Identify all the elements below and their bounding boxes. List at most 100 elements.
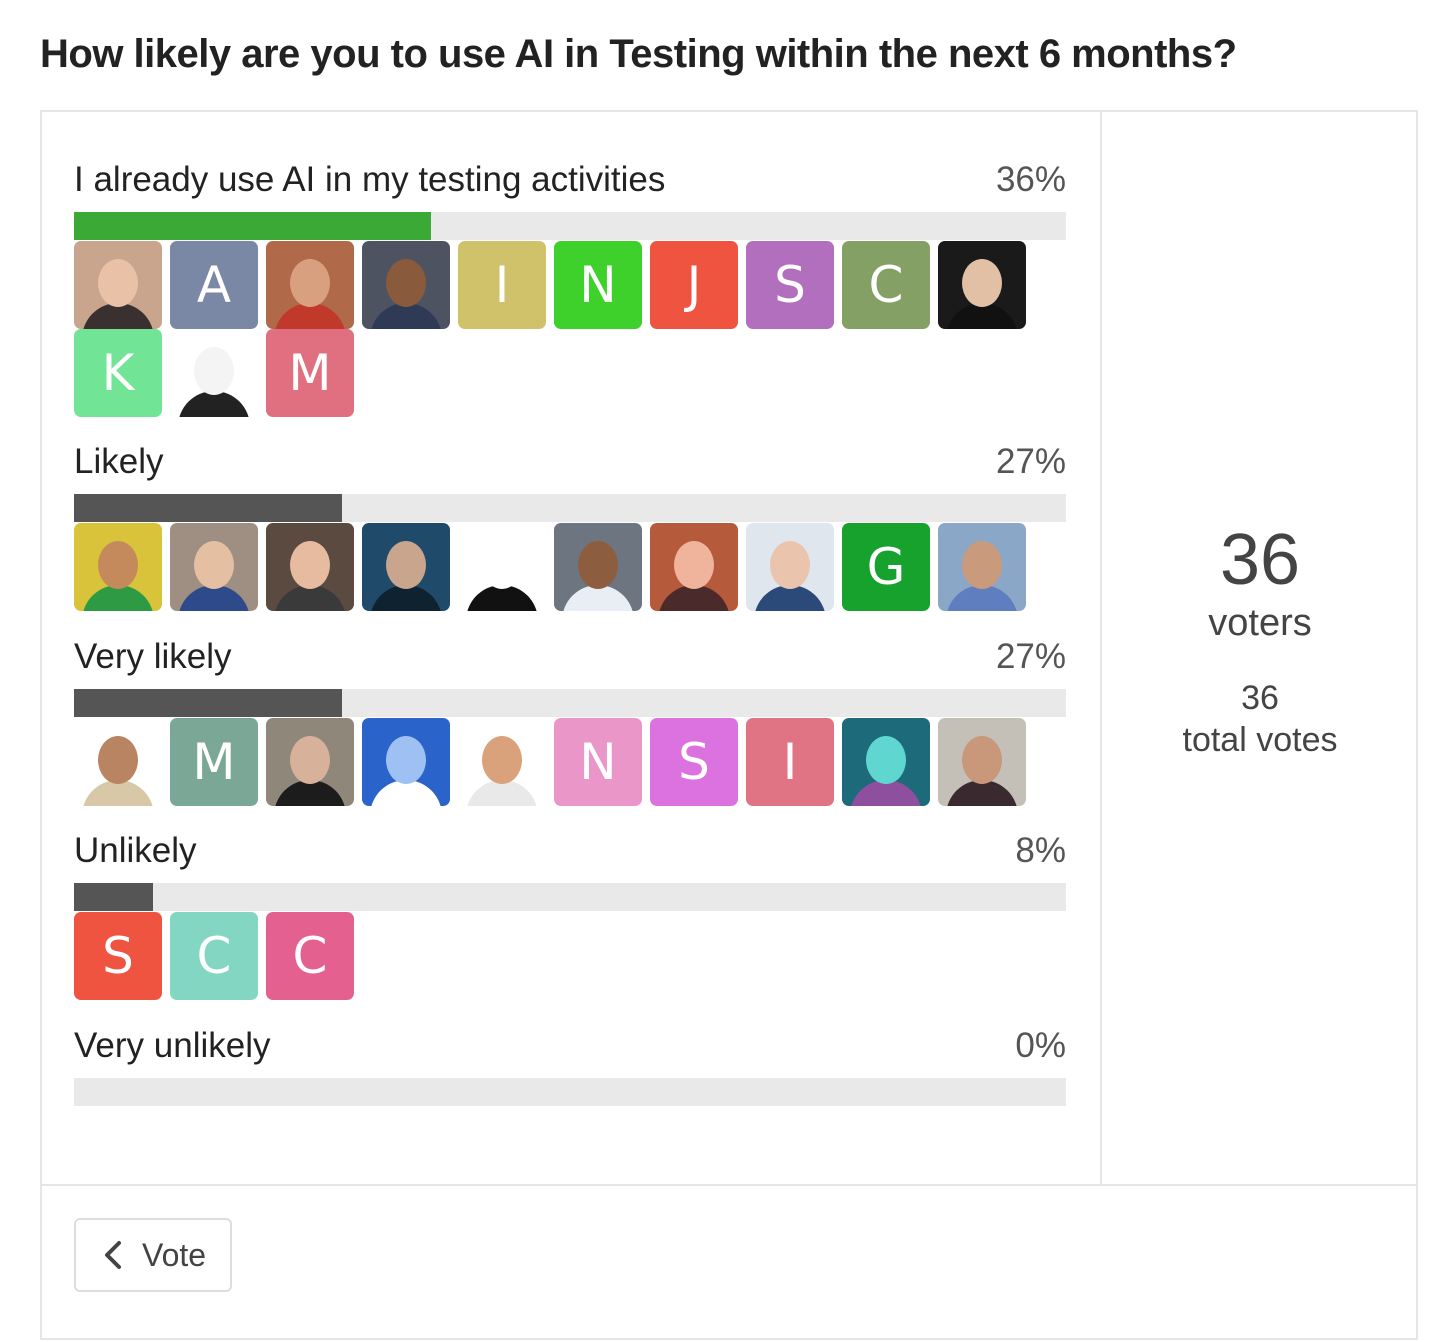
voter-avatar-photo[interactable] [266, 523, 354, 611]
result-bar-fill [74, 689, 342, 717]
poll-option: I already use AI in my testing activitie… [74, 160, 1066, 417]
voter-avatar-photo[interactable] [458, 718, 546, 806]
voter-avatar-initial[interactable]: S [74, 912, 162, 1000]
avatar-face-shape [194, 347, 234, 395]
voter-avatar-initial[interactable]: I [746, 718, 834, 806]
result-bar [74, 212, 1066, 240]
voter-avatar-photo[interactable] [938, 241, 1026, 329]
voter-avatar-photo[interactable] [170, 523, 258, 611]
poll-option: Unlikely 8% S C C [74, 831, 1066, 1000]
avatar-initial: S [774, 256, 806, 314]
option-label: Unlikely [74, 831, 197, 870]
avatar-face-shape [98, 541, 138, 589]
vote-button-label: Vote [142, 1236, 207, 1273]
avatar-face-shape [962, 541, 1002, 589]
voter-avatar-photo[interactable] [362, 241, 450, 329]
voter-avatar-initial[interactable]: C [842, 241, 930, 329]
voter-avatar-photo[interactable] [842, 718, 930, 806]
avatar-face-shape [482, 736, 522, 784]
voter-avatar-initial[interactable]: G [842, 523, 930, 611]
voter-avatar-photo[interactable] [458, 523, 546, 611]
avatar-initial: C [196, 927, 232, 985]
voter-avatar-photo[interactable] [74, 241, 162, 329]
voter-avatar-initial[interactable]: M [266, 329, 354, 417]
voter-avatar-photo[interactable] [746, 523, 834, 611]
avatar-face-shape [866, 736, 906, 784]
avatar-initial: N [579, 256, 617, 314]
voter-avatar-initial[interactable]: M [170, 718, 258, 806]
result-bar-fill [74, 883, 154, 911]
voter-avatar-initial[interactable]: C [266, 912, 354, 1000]
avatar-initial: I [782, 733, 798, 791]
voter-avatar-photo[interactable] [266, 718, 354, 806]
avatar-face-shape [962, 736, 1002, 784]
option-label: Likely [74, 442, 164, 481]
voter-avatar-photo[interactable] [170, 329, 258, 417]
poll-results: I already use AI in my testing activitie… [42, 112, 1102, 1184]
option-label: I already use AI in my testing activitie… [74, 160, 666, 199]
avatar-initial: C [292, 927, 328, 985]
avatar-initial: M [192, 733, 236, 791]
result-bar [74, 1078, 1066, 1106]
voter-avatar-photo[interactable] [74, 718, 162, 806]
voter-avatar-initial[interactable]: S [650, 718, 738, 806]
avatar-face-shape [770, 541, 810, 589]
avatar-initial: S [102, 927, 134, 985]
poll-title: How likely are you to use AI in Testing … [40, 32, 1237, 76]
voter-avatar-photo[interactable] [554, 523, 642, 611]
voter-avatar-photo[interactable] [650, 523, 738, 611]
voter-avatar-initial[interactable]: K [74, 329, 162, 417]
option-percent: 8% [1015, 831, 1066, 870]
result-bar-fill [74, 212, 432, 240]
avatar-face-shape [194, 541, 234, 589]
result-bar [74, 689, 1066, 717]
avatar-face-shape [290, 736, 330, 784]
voter-avatar-initial[interactable]: I [458, 241, 546, 329]
result-bar [74, 494, 1066, 522]
voter-avatar-photo[interactable] [362, 718, 450, 806]
option-label: Very likely [74, 637, 232, 676]
avatar-face-shape [386, 259, 426, 307]
avatar-face-shape [482, 541, 522, 589]
avatar-initial: A [196, 256, 232, 314]
voter-avatar-initial[interactable]: N [554, 241, 642, 329]
avatar-initial: N [579, 733, 617, 791]
poll-option: Very likely 27% M N S I [74, 637, 1066, 806]
poll-card: I already use AI in my testing activitie… [40, 110, 1418, 1340]
voter-avatar-photo[interactable] [266, 241, 354, 329]
poll-option: Likely 27% G [74, 442, 1066, 611]
result-bar-fill [74, 494, 342, 522]
avatar-face-shape [98, 259, 138, 307]
avatar-initial: C [868, 256, 904, 314]
voter-avatar-photo[interactable] [74, 523, 162, 611]
voter-avatars: G [74, 523, 1066, 611]
avatar-face-shape [290, 541, 330, 589]
avatar-initial: K [101, 344, 135, 402]
avatar-face-shape [386, 541, 426, 589]
option-percent: 36% [995, 160, 1066, 199]
voter-avatar-initial[interactable]: J [650, 241, 738, 329]
option-label: Very unlikely [74, 1026, 271, 1065]
voter-avatar-initial[interactable]: A [170, 241, 258, 329]
avatar-initial: G [866, 538, 906, 596]
voter-avatar-photo[interactable] [938, 523, 1026, 611]
option-percent: 27% [995, 637, 1066, 676]
avatar-face-shape [962, 259, 1002, 307]
total-votes-label: total votes [1182, 721, 1338, 759]
voter-avatar-initial[interactable]: C [170, 912, 258, 1000]
voter-avatar-photo[interactable] [362, 523, 450, 611]
voter-avatar-initial[interactable]: N [554, 718, 642, 806]
poll-summary: 36 voters 36 total votes [1102, 112, 1418, 1184]
vote-button[interactable]: Vote [74, 1218, 232, 1292]
result-bar [74, 883, 1066, 911]
avatar-face-shape [578, 541, 618, 589]
voter-avatar-initial[interactable]: S [746, 241, 834, 329]
chevron-left-icon [105, 1241, 121, 1269]
avatar-face-shape [386, 736, 426, 784]
avatar-face-shape [290, 259, 330, 307]
poll-option: Very unlikely 0% [74, 1026, 1066, 1106]
voter-avatar-photo[interactable] [938, 718, 1026, 806]
avatar-initial: J [686, 256, 702, 314]
